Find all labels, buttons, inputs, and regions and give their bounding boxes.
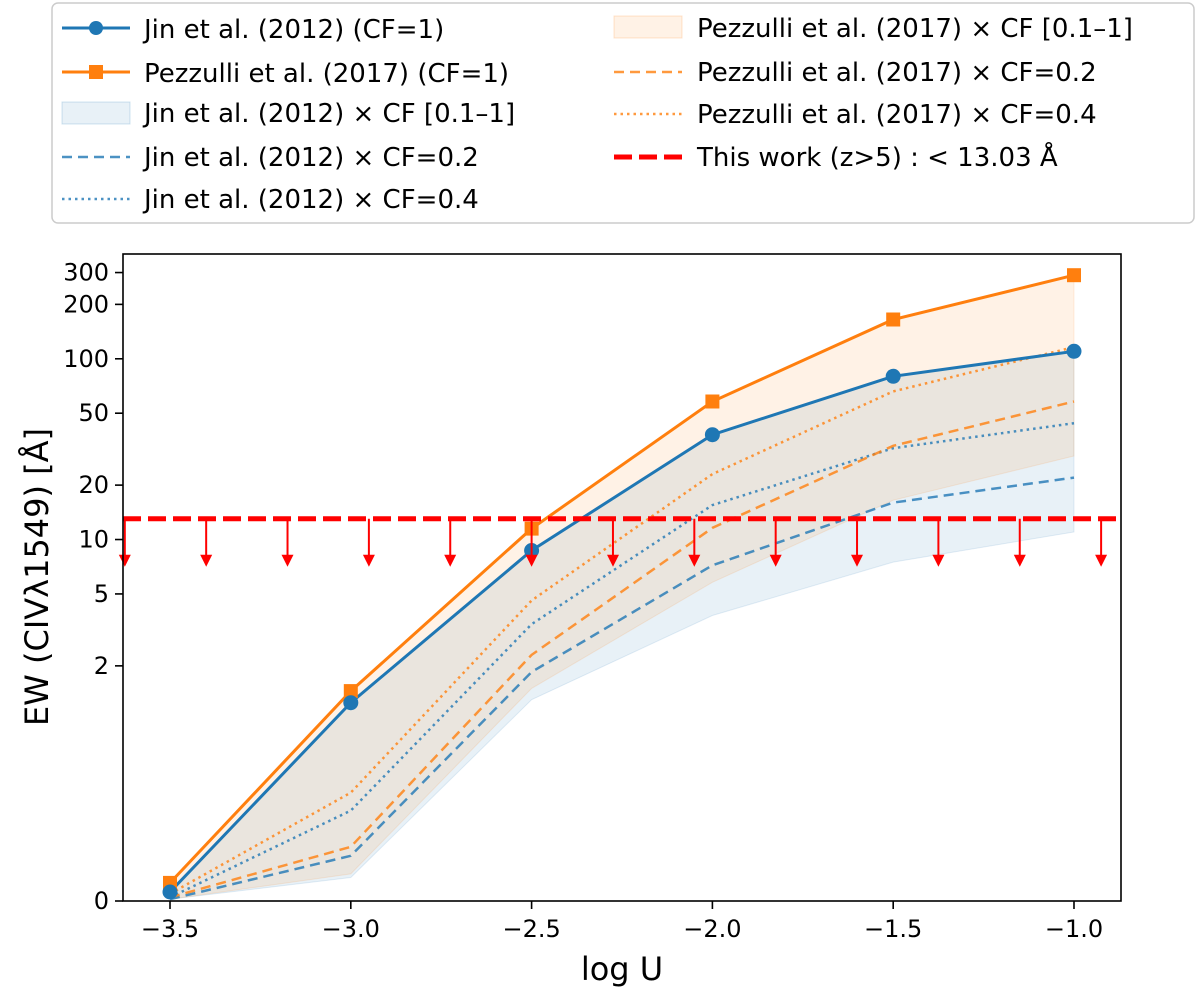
- y-tick-label: 10: [78, 526, 109, 554]
- marker-jin: [1066, 343, 1082, 359]
- x-axis-label: log U: [581, 950, 663, 988]
- legend-handle-jin-band: [61, 101, 131, 125]
- y-axis-ticks: 0 2 5 10 20 50 100 200 300: [63, 259, 123, 915]
- upper-limit-arrow-head: [362, 554, 375, 567]
- marker-pezzulli: [1067, 268, 1081, 283]
- line-jin-cf-1: [168, 349, 1075, 894]
- legend: Jin et al. (2012) (CF=1) Pezzulli et al.…: [51, 2, 1195, 224]
- legend-label-jin-02: Jin et al. (2012) × CF=0.2: [142, 143, 479, 173]
- legend-label-jin: Jin et al. (2012) (CF=1): [142, 15, 444, 45]
- x-tick-label: −1.5: [864, 915, 922, 943]
- upper-limit-arrow-head: [769, 554, 782, 567]
- y-tick-label: 0: [94, 887, 109, 915]
- x-tick-label: −1.0: [1045, 915, 1103, 943]
- upper-limit-arrow-head: [281, 554, 294, 567]
- markers-layer: [162, 268, 1082, 900]
- legend-label-jin-04: Jin et al. (2012) × CF=0.4: [142, 185, 479, 215]
- marker-jin: [343, 695, 359, 711]
- upper-limit-arrow-head: [1013, 554, 1026, 567]
- axes-frame: [122, 253, 1122, 902]
- legend-label-pez-04: Pezzulli et al. (2017) × CF=0.4: [697, 100, 1097, 130]
- legend-label-pez-02: Pezzulli et al. (2017) × CF=0.2: [697, 58, 1097, 88]
- y-tick-label: 300: [63, 259, 109, 287]
- legend-handle-jin-marker: [89, 21, 103, 35]
- marker-pezzulli: [886, 312, 901, 327]
- line-pezzulli-cf-1: [168, 273, 1075, 884]
- x-tick-label: −2.0: [683, 915, 741, 943]
- upper-limit-arrow-head: [607, 554, 619, 567]
- legend-label-pez-band: Pezzulli et al. (2017) × CF [0.1–1]: [697, 14, 1133, 44]
- y-tick-label: 50: [78, 399, 109, 427]
- upper-limit-layer: [118, 516, 1121, 567]
- y-tick-label: 100: [63, 345, 109, 373]
- x-tick-label: −2.5: [502, 915, 560, 943]
- x-tick-label: −3.0: [322, 915, 380, 943]
- upper-limit-arrow-head: [1095, 554, 1108, 567]
- marker-jin: [704, 427, 720, 443]
- y-tick-label: 5: [94, 580, 109, 608]
- x-axis-ticks: −3.5 −3.0 −2.5 −2.0 −1.5 −1.0: [141, 901, 1103, 943]
- legend-label-limit: This work (z>5) : < 13.03 Å: [696, 141, 1058, 173]
- upper-limit-arrow-head: [118, 554, 131, 567]
- legend-handle-pez-band: [613, 15, 683, 39]
- upper-limit-arrow-head: [200, 554, 213, 567]
- y-tick-label: 2: [94, 652, 109, 680]
- line-jin-cf-0-2: [169, 476, 1075, 901]
- legend-label-jin-band: Jin et al. (2012) × CF [0.1–1]: [142, 99, 515, 129]
- line-pezzulli-cf-0-2: [169, 400, 1075, 899]
- upper-limit-arrow-head: [851, 554, 863, 567]
- upper-limit-arrow-head: [932, 554, 945, 567]
- plot-area: [118, 268, 1121, 901]
- x-tick-label: −3.5: [141, 915, 199, 943]
- legend-handle-pez-marker: [89, 65, 103, 79]
- y-tick-label: 200: [63, 290, 109, 318]
- upper-limit-arrow-head: [444, 554, 457, 567]
- y-axis-label: EW (CIVλ1549) [Å]: [18, 428, 56, 726]
- lines-layer: [168, 273, 1075, 901]
- upper-limit-arrow-head: [525, 554, 538, 567]
- upper-limit-arrow-head: [688, 554, 701, 567]
- y-tick-label: 20: [78, 471, 109, 499]
- marker-jin: [885, 368, 901, 384]
- marker-pezzulli: [705, 394, 720, 409]
- marker-pezzulli: [343, 684, 358, 699]
- marker-jin: [162, 884, 178, 900]
- legend-label-pez: Pezzulli et al. (2017) (CF=1): [144, 59, 509, 89]
